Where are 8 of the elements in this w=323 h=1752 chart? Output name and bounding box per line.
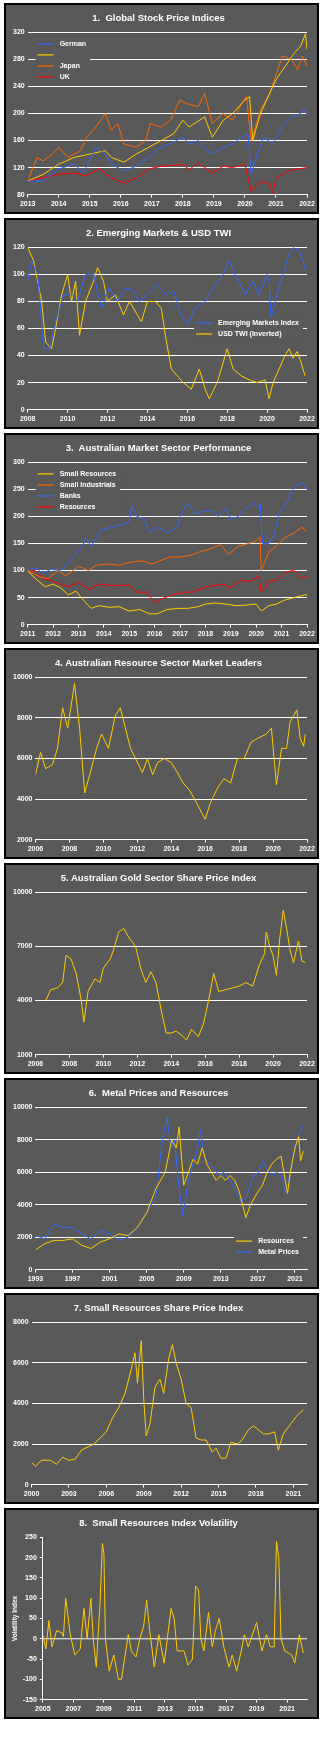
chart-title: 3. Australian Market Sector Performance xyxy=(65,442,252,454)
chart-title: 7. Small Resources Share Price Index xyxy=(73,1302,244,1314)
chart-title: 2. Emerging Markets & USD TWI xyxy=(85,227,232,239)
chart-title: 1. Global Stock Price Indices xyxy=(92,12,225,24)
chart-title: 8. Small Resources Index Volatility xyxy=(79,1517,239,1529)
chart-title: 5. Australian Gold Sector Share Price Index xyxy=(60,872,257,884)
chart-title: 6. Metal Prices and Resources xyxy=(88,1087,229,1099)
chart-title: 4. Australian Resource Sector Market Leaders xyxy=(54,657,263,669)
